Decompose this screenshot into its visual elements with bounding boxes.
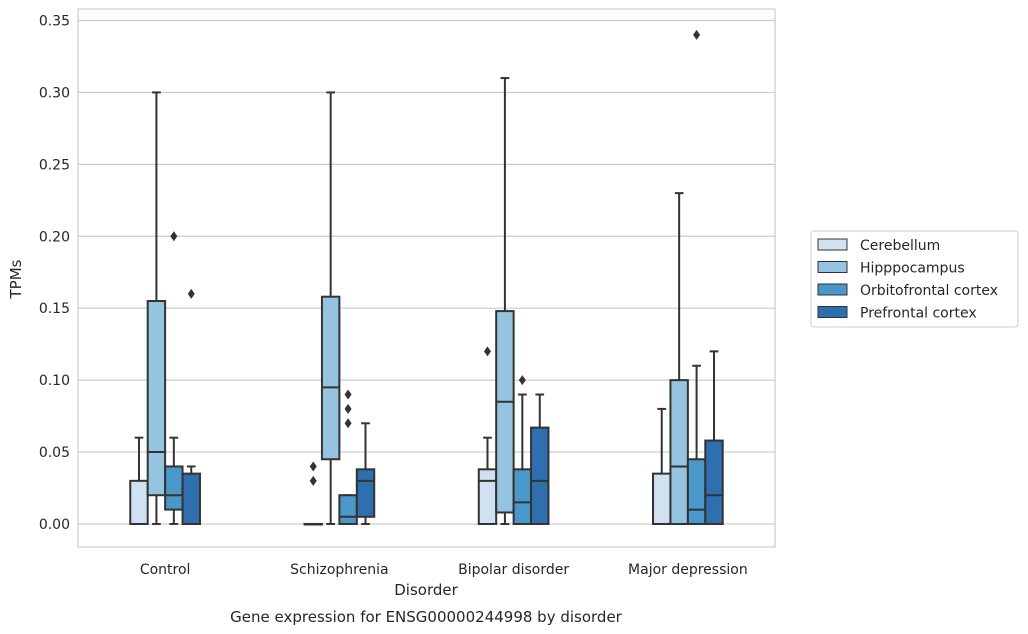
box-iqr [477,468,498,525]
x-tick-labels: Control Schizophrenia Bipolar disorder Majo… [140,562,748,578]
box-iqr [338,494,358,525]
x-tick-label: Control [140,562,191,578]
y-tick-label: 0.15 [39,301,70,317]
outlier-point [344,403,352,414]
x-tick-label: Bipolar disorder [458,562,569,578]
box-iqr [512,468,533,525]
legend-swatch [817,238,848,251]
boxes [129,29,724,526]
outlier-point [483,346,491,357]
box-iqr [652,472,672,525]
box-iqr [355,468,376,518]
y-tick-label: 0.05 [39,445,70,461]
x-axis-label: Disorder [394,581,458,599]
box-cerebellum [303,461,323,526]
grid-lines [78,19,775,525]
box-iqr [669,379,689,525]
outlier-point [170,231,178,242]
legend-swatch [817,261,848,273]
box-iqr [129,479,149,525]
outlier-point [309,461,317,472]
legend: Cerebellum Hipppocampus Orbitofrontal cort… [810,230,1019,328]
box-iqr [181,472,201,525]
plot-frame [77,8,776,548]
outlier-point [309,475,317,486]
legend-swatch [817,283,848,296]
y-tick-label: 0.35 [39,14,70,30]
y-tick-label: 0.10 [39,373,70,389]
box-hipppocampus [146,91,167,525]
legend-frame [810,230,1019,328]
box-iqr [495,310,515,514]
box-orbitofrontal-cortex [164,231,184,525]
outlier-point [187,288,195,299]
box-prefrontal-cortex [181,288,201,525]
box-iqr [164,465,184,511]
box-orbitofrontal-cortex [512,375,533,525]
box-prefrontal-cortex [355,422,376,525]
y-tick-label: 0.25 [39,157,70,173]
box-cerebellum [129,436,149,525]
outlier-point [693,29,701,40]
legend-label: Hipppocampus [860,261,965,277]
y-tick-label: 0.30 [39,85,70,101]
box-orbitofrontal-cortex [338,389,358,525]
outlier-point [344,389,352,400]
box-hipppocampus [320,91,341,525]
box-cerebellum [652,407,672,525]
y-tick-labels: 0.00 0.05 0.10 0.15 0.20 0.25 0.30 0.35 [39,14,70,533]
box-iqr [704,439,724,525]
outlier-point [344,418,352,429]
legend-label: Prefrontal cortex [860,306,977,322]
y-tick-label: 0.20 [39,229,70,245]
chart-title: Gene expression for ENSG00000244998 by d… [230,608,623,626]
box-iqr [686,458,707,525]
box-orbitofrontal-cortex [686,29,707,525]
box-prefrontal-cortex [704,350,724,525]
legend-swatch [817,306,848,318]
box-cerebellum [477,346,498,525]
box-hipppocampus [669,192,689,525]
outlier-point [518,375,526,386]
legend-label: Orbitofrontal cortex [860,283,998,299]
x-tick-label: Major depression [628,562,748,578]
box-prefrontal-cortex [530,393,550,525]
y-tick-label: 0.00 [39,517,70,533]
box-hipppocampus [495,77,515,525]
legend-label: Cerebellum [860,238,940,254]
box-iqr [320,295,341,461]
y-axis-label: TPMs [7,259,25,299]
box-iqr [530,426,550,525]
x-tick-label: Schizophrenia [290,562,388,578]
box-iqr [146,300,167,497]
